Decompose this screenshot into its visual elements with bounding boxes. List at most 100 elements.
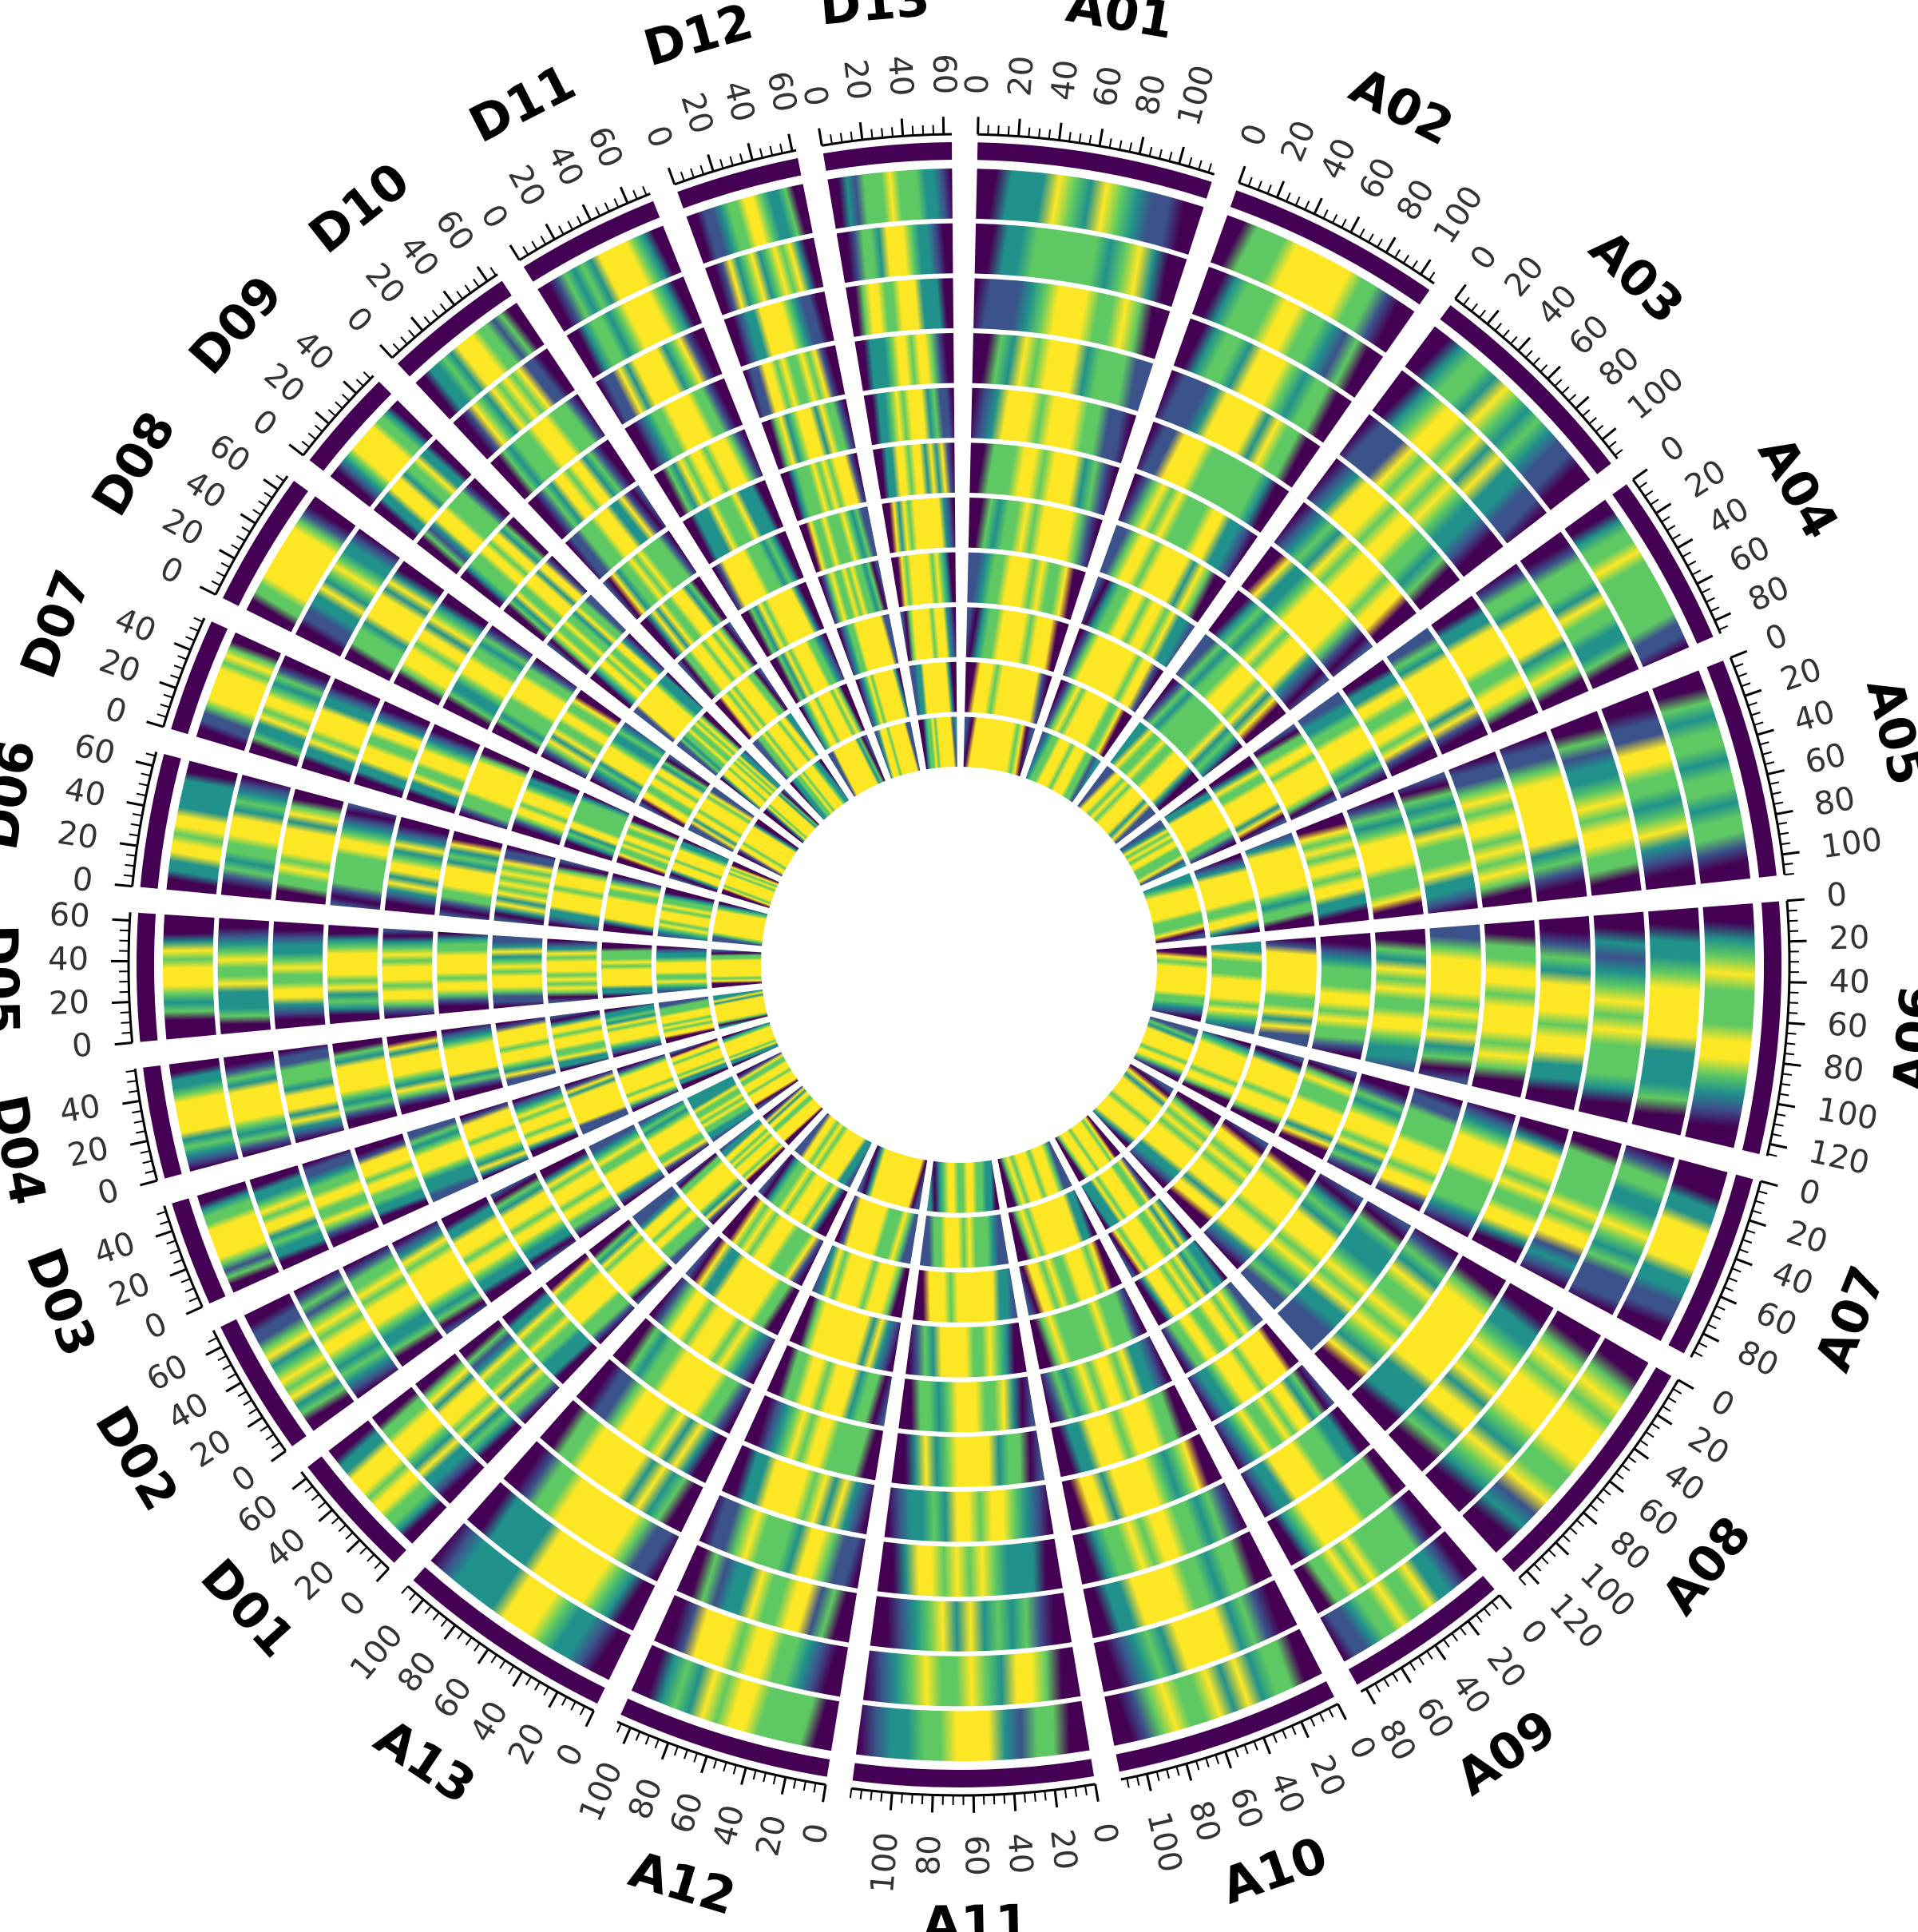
ideogram-a11 (852, 1759, 1095, 1788)
chromosome-label-d13: D13 (818, 0, 933, 37)
tick-label-a13-0: 0 (549, 1738, 592, 1772)
tick-label-d13-60: 60 (925, 54, 963, 95)
heatmap-cell-d03-track-2 (669, 1037, 729, 1090)
heatmap-cell-d13-track-9 (846, 278, 954, 337)
minor-tick (318, 1501, 327, 1509)
heatmap-cell-d12-track-6 (780, 452, 867, 522)
tick-label-a01-0: 0 (959, 73, 997, 94)
minor-tick (237, 1390, 248, 1398)
minor-tick (1693, 1351, 1703, 1357)
heatmap-cell-a04-track-11 (1564, 499, 1690, 668)
minor-tick (1761, 751, 1772, 756)
ideogram-d04 (143, 1065, 182, 1179)
heatmap-cell-d13-track-11 (827, 169, 953, 229)
heatmap-cell-a05-track-3 (1244, 832, 1315, 932)
heatmap-cell-d02-track-8 (391, 1220, 488, 1335)
heatmap-cell-a10-track-8 (1072, 1482, 1247, 1585)
major-tick (1555, 1541, 1570, 1556)
tick-label-d04-0: 0 (93, 1172, 123, 1212)
major-tick (218, 549, 236, 560)
heatmap-cell-a13-track-10 (467, 1482, 656, 1631)
heatmap-cell-d06-track-10 (220, 775, 291, 900)
heatmap-cell-d13-track-5 (882, 497, 956, 553)
ideogram-a06 (1742, 901, 1781, 1155)
major-tick (1735, 1257, 1753, 1267)
heatmap-cell-a02-track-3 (1062, 628, 1164, 713)
heatmap-cell-a03-track-11 (1405, 326, 1591, 510)
tick-label-a07-40: 40 (1767, 1254, 1818, 1303)
heatmap-cell-d03-track-4 (564, 1069, 629, 1135)
heatmap-cell-a13-track-3 (721, 1195, 824, 1287)
minor-tick (1554, 379, 1563, 387)
minor-tick (1783, 863, 1793, 866)
minor-tick (1773, 801, 1784, 805)
major-tick (1789, 939, 1807, 943)
major-tick (1275, 181, 1286, 198)
tick-label-d13-20: 20 (836, 58, 878, 102)
tick-label-a06-100: 100 (1814, 1091, 1880, 1137)
minor-tick (252, 509, 262, 516)
minor-tick (1752, 1209, 1762, 1215)
tick-label-a01-40: 40 (1044, 58, 1086, 102)
tick-label-d07-40: 40 (109, 601, 161, 650)
major-tick (1337, 1703, 1347, 1720)
heatmap-cell-d02-track-11 (244, 1293, 355, 1431)
axis-arc-a09 (1360, 1594, 1501, 1693)
major-tick (1786, 898, 1805, 903)
heatmap-cell-d13-track-10 (836, 223, 953, 284)
minor-tick (123, 874, 134, 877)
axis-arc-d05 (127, 912, 134, 1043)
heatmap-cell-a02-track-7 (1136, 421, 1290, 533)
heatmap-cell-d11-track-10 (566, 276, 703, 379)
chromosome-label-a01: A01 (1062, 0, 1178, 50)
minor-tick (1784, 872, 1794, 876)
heatmap-cell-a13-track-9 (503, 1441, 680, 1582)
heatmap-cell-d11-track-4 (740, 581, 825, 657)
axis-arc-a10 (1120, 1703, 1339, 1781)
heatmap-cell-a06-track-7 (1472, 920, 1536, 1098)
major-tick (1525, 1570, 1540, 1585)
heatmap-cell-a01-track-11 (976, 169, 1204, 255)
ideogram-a08 (1502, 1367, 1672, 1573)
heatmap-cell-a08-track-7 (1314, 1228, 1459, 1391)
minor-tick (169, 1249, 180, 1255)
major-tick (1775, 809, 1793, 815)
heatmap-cell-d07-track-10 (248, 655, 331, 767)
heatmap-cell-a06-track-5 (1365, 928, 1427, 1073)
axis-arc-d09 (302, 375, 374, 456)
heatmap-cell-d10-track-1 (789, 758, 850, 820)
major-tick (343, 380, 358, 395)
major-tick (1094, 1783, 1100, 1802)
major-tick (1224, 1751, 1232, 1769)
minor-tick (1257, 181, 1262, 191)
major-tick (346, 1538, 361, 1553)
heatmap-cell-a11-track-3 (913, 1268, 1018, 1323)
minor-tick (1411, 260, 1418, 270)
heatmap-cell-a09-track-9 (1266, 1447, 1406, 1566)
minor-tick (1773, 1123, 1784, 1127)
heatmap-cell-d02-track-6 (489, 1172, 577, 1271)
heatmap-cell-a07-track-5 (1326, 1073, 1410, 1186)
heatmap-cell-a05-track-10 (1601, 690, 1696, 891)
minor-tick (170, 674, 180, 680)
chromosome-label-d11: D11 (460, 53, 585, 154)
chromosome-label-d03: D03 (15, 1240, 109, 1364)
minor-tick (1064, 1788, 1068, 1799)
minor-tick (157, 713, 167, 718)
heatmap-cell-d12-track-9 (723, 291, 834, 367)
minor-tick (1746, 1229, 1756, 1234)
major-tick (787, 133, 794, 152)
minor-tick (1377, 238, 1383, 248)
minor-tick (136, 1130, 146, 1134)
tick-label-a11-60: 60 (957, 1835, 995, 1876)
minor-tick (579, 1705, 586, 1716)
minor-tick (1758, 1190, 1768, 1195)
heatmap-cell-d06-track-9 (275, 788, 344, 905)
tick-label-a05-80: 80 (1811, 780, 1857, 823)
minor-tick (392, 343, 401, 351)
heatmap-cell-a13-track-5 (648, 1276, 776, 1385)
minor-tick (1672, 1387, 1682, 1394)
tick-label-a11-80: 80 (910, 1835, 949, 1876)
minor-tick (1409, 1661, 1417, 1671)
axis-arc-d10 (391, 273, 498, 359)
